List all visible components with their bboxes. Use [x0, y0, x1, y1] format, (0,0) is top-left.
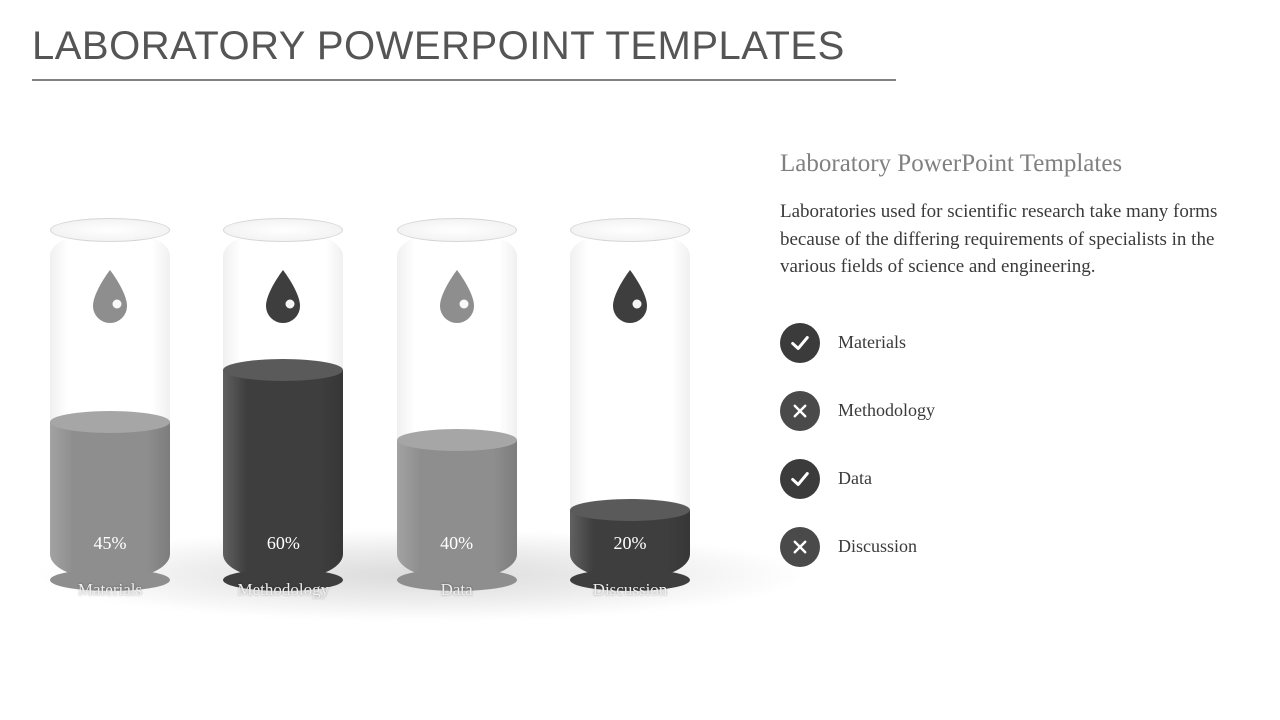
tube-label: Discussion [593, 580, 668, 600]
check-label: Materials [838, 332, 906, 353]
title-underline [32, 79, 896, 81]
liquid: 45% [50, 422, 170, 580]
check-icon [780, 459, 820, 499]
percent-label: 60% [223, 533, 343, 554]
cylinder-chart: 45% Materials 60% Methodology 40% Data 20% Disc… [40, 170, 700, 630]
tube-data: 40% Data [387, 170, 527, 630]
liquid-surface [223, 359, 343, 381]
tube: 45% [50, 230, 170, 580]
check-item-discussion: Discussion [780, 527, 1230, 567]
percent-label: 20% [570, 533, 690, 554]
tube-methodology: 60% Methodology [213, 170, 353, 630]
page-title: LABORATORY POWERPOINT TEMPLATES [32, 24, 1248, 69]
tube: 40% [397, 230, 517, 580]
body-text: Laboratories used for scientific researc… [780, 198, 1230, 281]
title-block: LABORATORY POWERPOINT TEMPLATES [32, 24, 1248, 81]
cross-icon [780, 527, 820, 567]
check-label: Data [838, 468, 872, 489]
drop-icon [607, 268, 653, 324]
slide: LABORATORY POWERPOINT TEMPLATES 45% Mater… [0, 0, 1280, 720]
tube-lip [50, 218, 170, 242]
liquid-surface [50, 411, 170, 433]
check-item-methodology: Methodology [780, 391, 1230, 431]
drop-icon [87, 268, 133, 324]
tube-lip [397, 218, 517, 242]
tube-label: Data [441, 580, 473, 600]
cross-icon [780, 391, 820, 431]
tube: 60% [223, 230, 343, 580]
tube-label: Materials [78, 580, 142, 600]
tube-label: Methodology [238, 580, 330, 600]
liquid-surface [397, 429, 517, 451]
tube: 20% [570, 230, 690, 580]
right-panel: Laboratory PowerPoint Templates Laborato… [780, 150, 1230, 595]
check-label: Methodology [838, 400, 935, 421]
liquid: 20% [570, 510, 690, 580]
check-item-data: Data [780, 459, 1230, 499]
liquid: 60% [223, 370, 343, 580]
tube-discussion: 20% Discussion [560, 170, 700, 630]
tube-lip [570, 218, 690, 242]
tube-materials: 45% Materials [40, 170, 180, 630]
percent-label: 45% [50, 533, 170, 554]
check-icon [780, 323, 820, 363]
subtitle: Laboratory PowerPoint Templates [780, 150, 1230, 178]
percent-label: 40% [397, 533, 517, 554]
liquid: 40% [397, 440, 517, 580]
liquid-surface [570, 499, 690, 521]
checklist: Materials Methodology Data Discussion [780, 323, 1230, 567]
drop-icon [260, 268, 306, 324]
tube-lip [223, 218, 343, 242]
drop-icon [434, 268, 480, 324]
check-item-materials: Materials [780, 323, 1230, 363]
check-label: Discussion [838, 536, 917, 557]
